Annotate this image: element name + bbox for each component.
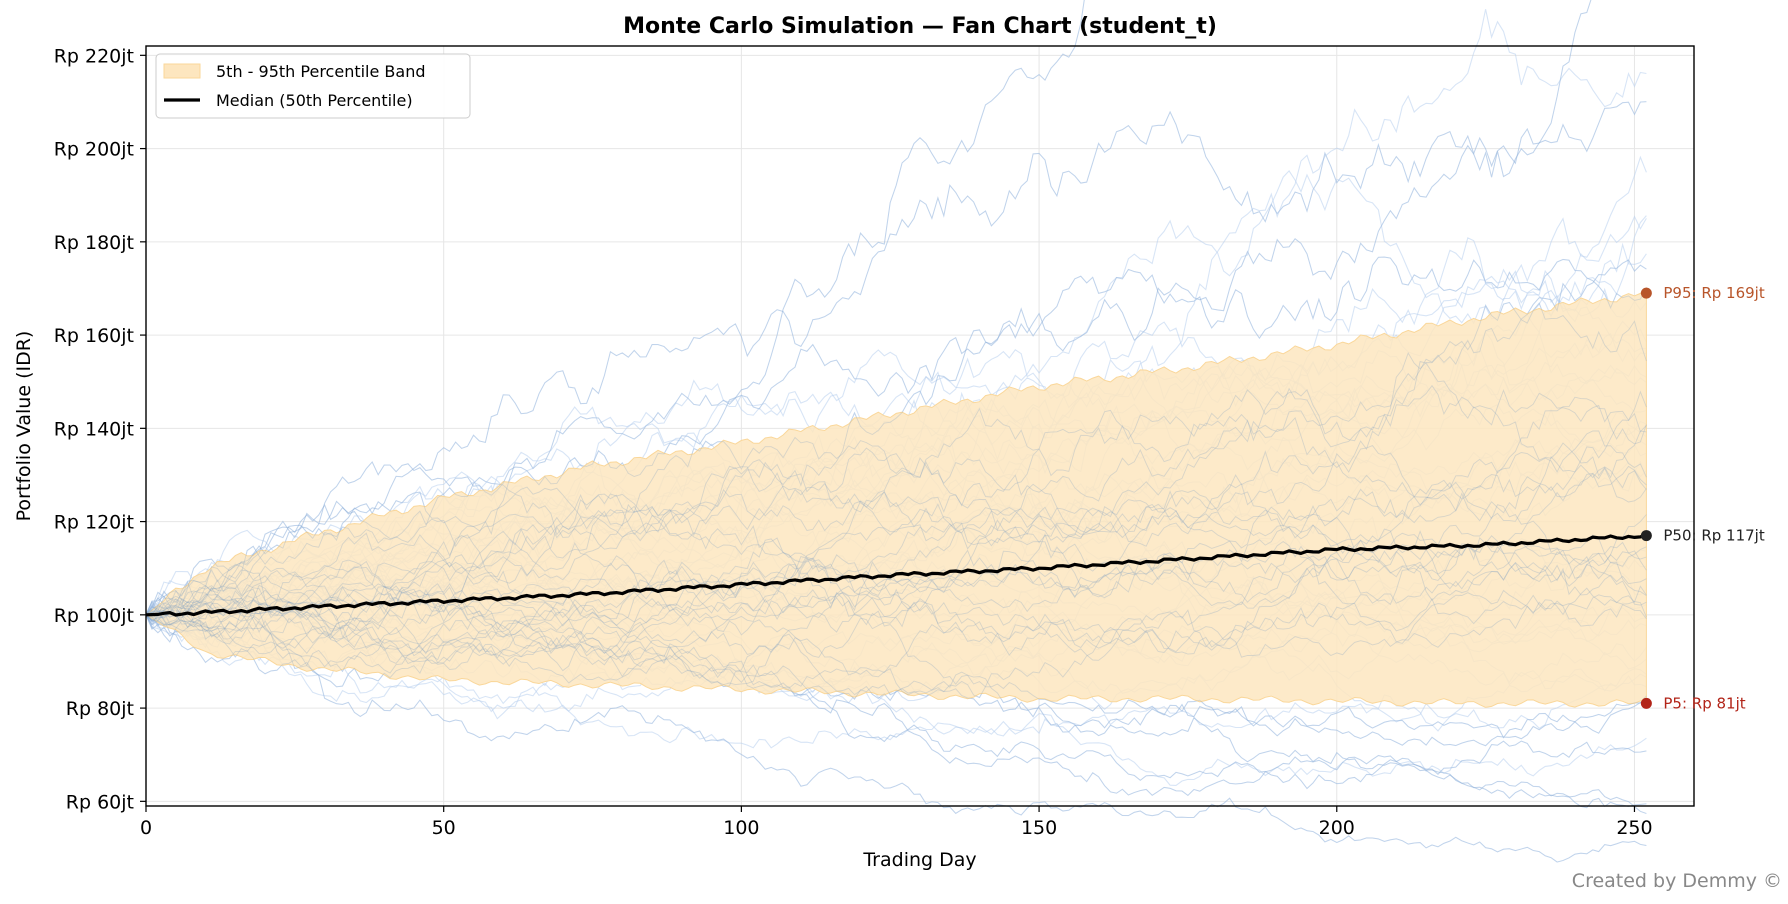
end-label-p50: P50: Rp 117jt [1663, 527, 1764, 545]
simulation-path-overlay [145, 557, 1647, 661]
simulation-path-overlay [145, 514, 1647, 634]
x-tick-label: 200 [1319, 817, 1355, 839]
simulation-path-overlay [145, 360, 1647, 623]
simulation-path-overlay [145, 540, 1647, 664]
end-marker-p95 [1640, 287, 1652, 299]
simulation-path-overlay [145, 559, 1647, 668]
simulation-path-overlay [145, 412, 1647, 619]
median-line [145, 532, 1648, 617]
y-tick-label: Rp 160jt [54, 325, 134, 347]
y-tick-label: Rp 80jt [66, 698, 134, 720]
simulation-path-overlay [145, 545, 1647, 699]
y-axis-title: Portfolio Value (IDR) [13, 331, 35, 522]
simulation-path-overlay [145, 535, 1647, 658]
plot-frame [145, 45, 1695, 807]
simulation-path-overlay [145, 605, 1647, 747]
end-markers: P95: Rp 169jt P50: Rp 117jt P5: Rp 81jt [1640, 284, 1765, 712]
simulation-path-overlay [145, 500, 1647, 626]
x-tick-label: 0 [140, 817, 152, 839]
x-tick-label: 150 [1021, 817, 1057, 839]
end-label-p95: P95: Rp 169jt [1663, 284, 1764, 302]
simulation-path-overlay [145, 520, 1647, 672]
end-marker-p5 [1640, 697, 1652, 709]
simulation-path-overlay [145, 436, 1647, 617]
simulation-path-overlay [145, 562, 1647, 739]
simulation-path-overlay [145, 256, 1647, 637]
y-tick-label: Rp 180jt [54, 232, 134, 254]
simulation-path-overlay [145, 396, 1647, 616]
y-tick-label: Rp 140jt [54, 418, 134, 440]
simulation-path-overlay [145, 101, 1647, 626]
end-marker-p50 [1640, 530, 1652, 542]
y-tick-label: Rp 60jt [66, 791, 134, 813]
credit-text: Created by Demmy © [1572, 870, 1782, 892]
x-axis: 0 50 100 150 200 250 [140, 806, 1653, 839]
y-tick-label: Rp 120jt [54, 512, 134, 534]
simulation-path-overlay [145, 0, 1592, 615]
simulation-path [145, 0, 1592, 616]
simulation-path-overlay [145, 409, 1647, 615]
x-axis-title: Trading Day [862, 849, 976, 871]
percentile-band [145, 287, 1647, 708]
simulation-path-overlay [145, 259, 1647, 626]
legend-box [155, 53, 471, 119]
simulation-path-overlay [145, 610, 1647, 796]
simulation-paths-top [145, 0, 1647, 863]
chart-title: Monte Carlo Simulation — Fan Chart (stud… [623, 14, 1217, 39]
legend-band-label: 5th - 95th Percentile Band [216, 62, 426, 81]
x-tick-label: 50 [432, 817, 456, 839]
simulation-path-overlay [145, 384, 1647, 644]
simulation-path-overlay [145, 596, 1647, 809]
y-axis: Rp 60jt Rp 80jt Rp 100jt Rp 120jt Rp 140jt Rp… [54, 45, 146, 813]
simulation-path-overlay [145, 465, 1647, 658]
legend-band-swatch [163, 63, 201, 79]
y-tick-label: Rp 220jt [54, 45, 134, 67]
legend-median-label: Median (50th Percentile) [216, 91, 413, 110]
simulation-path-overlay [145, 590, 1647, 863]
simulation-path [145, 590, 1647, 863]
x-tick-label: 250 [1616, 817, 1652, 839]
y-tick-label: Rp 200jt [54, 139, 134, 161]
simulation-path-overlay [145, 600, 1647, 688]
simulation-path-overlay [145, 604, 1647, 814]
y-tick-label: Rp 100jt [54, 605, 134, 627]
legend: 5th - 95th Percentile Band Median (50th … [155, 53, 471, 119]
end-label-p5: P5: Rp 81jt [1663, 694, 1745, 712]
simulation-path [145, 101, 1647, 626]
x-tick-label: 100 [723, 817, 759, 839]
simulation-path-overlay [145, 301, 1647, 624]
